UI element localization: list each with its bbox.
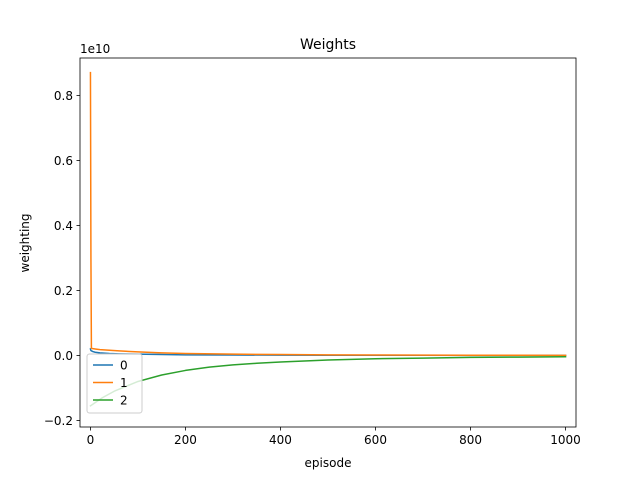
y-axis-offset-label: 1e10 bbox=[80, 42, 110, 56]
y-tick-label: 0.0 bbox=[54, 349, 73, 363]
y-tick-label: 0.6 bbox=[54, 154, 73, 168]
y-tick-label: 0.4 bbox=[54, 219, 73, 233]
axes-layer: 0 200 400 600 800 1000 −0.2 0.0 0.2 0.4 0.6 0.8 bbox=[44, 57, 581, 447]
legend-label-0: 0 bbox=[120, 359, 128, 373]
legend-label-2: 2 bbox=[120, 394, 128, 408]
y-tick-label: 0.8 bbox=[54, 89, 73, 103]
series-line-1 bbox=[89, 71, 567, 357]
y-tick-label: −0.2 bbox=[44, 414, 73, 428]
y-tick-label: 0.2 bbox=[54, 284, 73, 298]
y-axis-label: weighting bbox=[18, 213, 32, 272]
chart-title: Weights bbox=[300, 37, 356, 53]
x-tick-label: 0 bbox=[87, 433, 95, 447]
legend-label-1: 1 bbox=[120, 376, 128, 390]
x-tick-label: 200 bbox=[174, 433, 197, 447]
legend: 0 1 2 bbox=[86, 353, 143, 414]
x-axis-label: episode bbox=[305, 456, 352, 470]
x-tick-label: 400 bbox=[269, 433, 292, 447]
x-tick-label: 1000 bbox=[550, 433, 581, 447]
x-tick-label: 800 bbox=[459, 433, 482, 447]
legend-box bbox=[86, 353, 143, 414]
x-tick-label: 600 bbox=[364, 433, 387, 447]
plot-frame bbox=[79, 57, 577, 428]
